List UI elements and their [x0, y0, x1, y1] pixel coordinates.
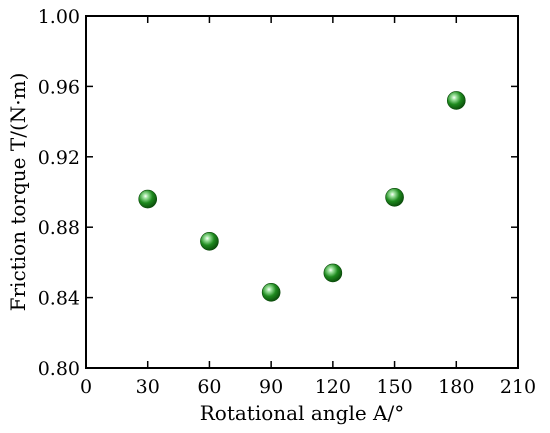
data-points: [138, 91, 466, 302]
data-point: [138, 189, 158, 209]
data-point: [200, 231, 219, 251]
x-axis-ticks: 0 30 60 90 120 150 180 210: [80, 16, 536, 398]
y-axis-title: Friction torque T/(N·m): [6, 73, 30, 312]
y-tick-label: 0.88: [38, 217, 80, 239]
plot-frame: [85, 15, 519, 369]
x-tick-label: 180: [438, 376, 474, 398]
y-tick-label: 0.80: [38, 358, 80, 380]
x-tick-label: 0: [80, 376, 92, 398]
y-tick-label: 0.96: [38, 76, 80, 98]
data-point: [261, 283, 281, 302]
x-tick-label: 150: [376, 376, 412, 398]
x-tick-label: 90: [259, 376, 283, 398]
y-tick-label: 0.84: [38, 288, 80, 310]
x-tick-label: 210: [500, 376, 536, 398]
y-tick-label: 1.00: [38, 6, 80, 28]
data-point: [323, 263, 343, 283]
x-tick-label: 120: [315, 376, 351, 398]
x-tick-label: 60: [197, 376, 221, 398]
data-point: [385, 187, 404, 207]
x-tick-label: 30: [136, 376, 160, 398]
y-tick-label: 0.92: [38, 147, 80, 169]
y-axis-ticks: 0.80 0.84 0.88 0.92 0.96 1.00: [38, 6, 518, 380]
data-point: [446, 91, 466, 110]
x-axis-title: Rotational angle A/°: [200, 401, 404, 425]
